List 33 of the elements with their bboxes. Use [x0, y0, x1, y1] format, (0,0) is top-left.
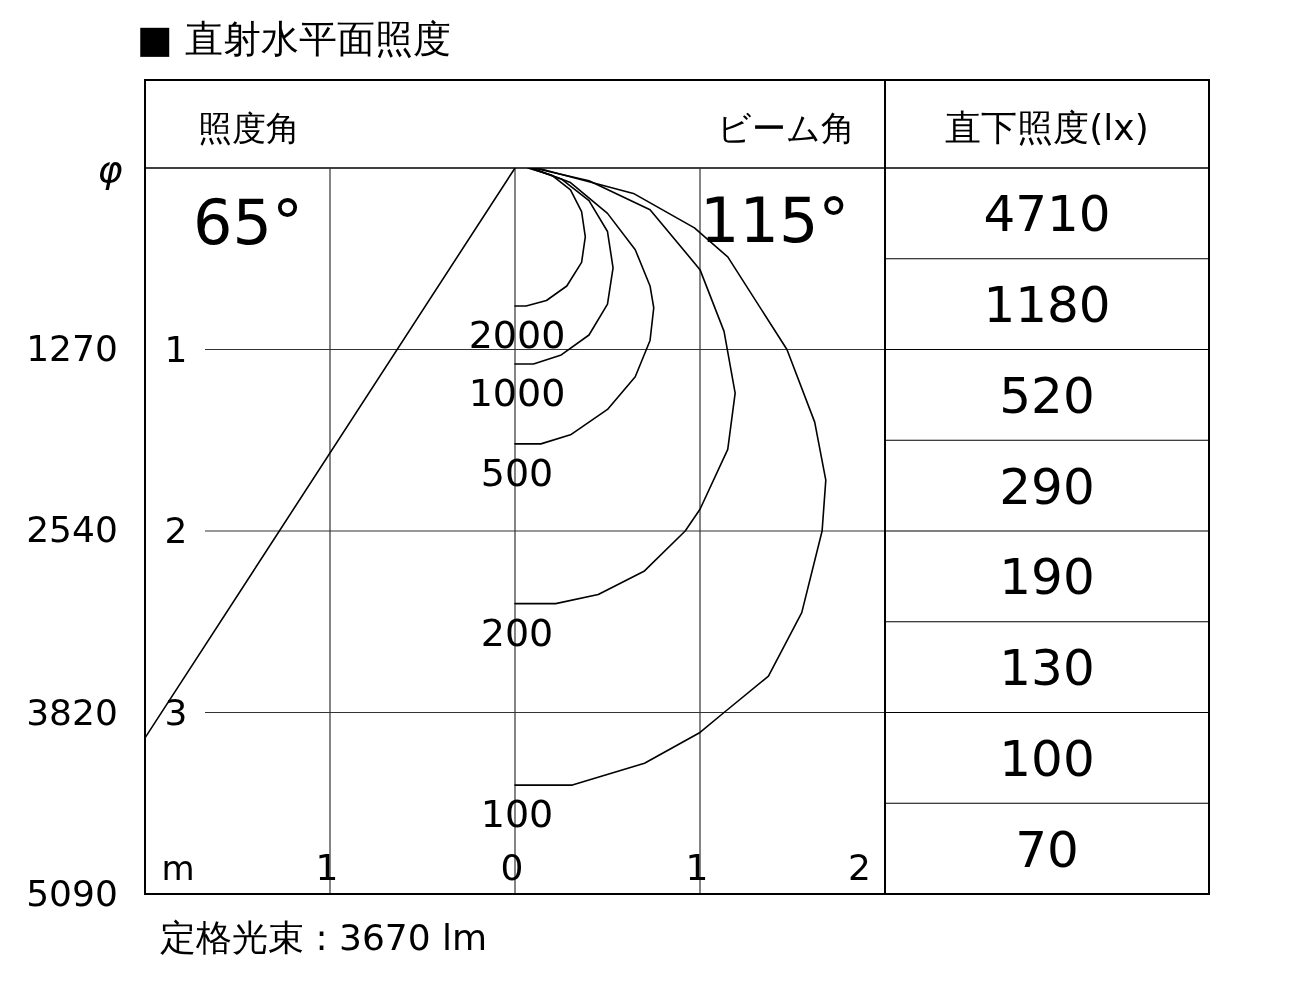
series-label: 2000: [468, 312, 566, 357]
y-tick-label: 2: [164, 510, 188, 551]
text: 照度角: [198, 108, 300, 148]
x-tick-label: 1: [315, 847, 339, 888]
y2-tick-label: 2540: [26, 509, 118, 551]
annotation: 65°: [193, 186, 303, 259]
x-tick-label: 2: [848, 847, 871, 888]
data-label: 190: [999, 548, 1095, 607]
data-label: 4710: [983, 185, 1111, 244]
y-tick-label: 1: [164, 328, 188, 370]
x-tick-label: 1: [685, 847, 709, 888]
y2-tick-label: 5090: [26, 873, 118, 914]
data-label: 130: [999, 639, 1095, 698]
x-axis-title: m: [161, 848, 195, 888]
data-label: 290: [999, 457, 1095, 516]
series-label: 100: [480, 792, 554, 837]
series-label: 1000: [468, 371, 566, 416]
text: 定格光束 : 3670 lm: [160, 917, 488, 958]
series-label: 200: [480, 610, 554, 655]
data-label: 1180: [983, 276, 1111, 335]
y2-axis-title: φ: [97, 147, 123, 191]
data-label: 70: [1015, 820, 1079, 879]
series-label: 500: [480, 450, 554, 495]
x-tick-label: 0: [500, 847, 524, 888]
y-tick-label: 3: [164, 691, 188, 733]
text: ビーム角: [717, 108, 855, 148]
text: 直下照度(lx): [945, 107, 1149, 148]
data-label: 100: [999, 729, 1095, 788]
y2-tick-label: 3820: [26, 691, 118, 733]
data-label: 520: [999, 366, 1095, 425]
y2-tick-label: 1270: [26, 328, 118, 370]
chart-title: ■ 直射水平面照度: [137, 17, 451, 61]
annotation: 115°: [700, 184, 850, 257]
